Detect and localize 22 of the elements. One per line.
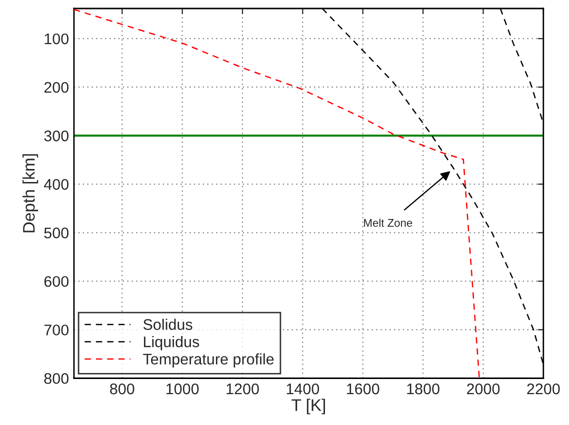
y-tick-label: 700 [44,324,69,336]
y-tick-label: 200 [44,82,69,93]
x-tick-label: 1800 [407,384,440,394]
y-tick-label: 800 [44,373,69,384]
x-tick-label: 1400 [286,384,320,394]
x-tick-label: 2200 [527,384,560,394]
y-tick-label: 100 [44,33,69,44]
annotation: Melt Zone [364,218,412,227]
y-tick-label: 500 [44,228,69,238]
y-tick-label: 300 [44,130,69,142]
x-tick-label: 800 [110,384,134,394]
x-tick-label: 1000 [166,384,199,394]
x-axis-title: T [K] [292,398,325,414]
y-tick-label: 400 [44,179,69,190]
legend-label: Liquidus [144,336,200,350]
y-axis-title: Depth [km] [22,154,38,232]
legend-label: Temperature profile [143,353,274,368]
y-tick-label: 600 [44,276,69,287]
x-tick-label: 1200 [226,384,259,394]
x-tick-label: 2000 [466,384,500,394]
x-tick-label: 1600 [347,384,380,394]
legend-label: Solidus [143,318,192,330]
